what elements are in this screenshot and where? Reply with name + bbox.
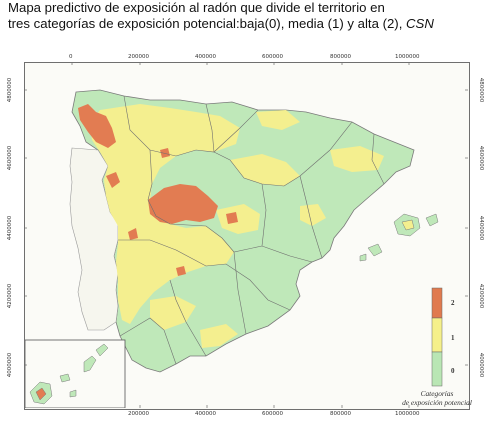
x-tick-bottom-5: 1000000 bbox=[395, 411, 420, 417]
x-tick-top-5: 1000000 bbox=[395, 54, 420, 60]
x-tick-top-3: 600000 bbox=[262, 54, 283, 60]
x-tick-top-2: 400000 bbox=[195, 54, 216, 60]
legend-label-0: 0 bbox=[451, 367, 455, 375]
caption-source: CSN bbox=[406, 16, 434, 31]
caption-line-1: Mapa predictivo de exposición al radón q… bbox=[8, 0, 385, 15]
medium-exposure-zones bbox=[90, 104, 384, 348]
province-boundaries bbox=[118, 95, 385, 365]
x-tick-top-4: 800000 bbox=[330, 54, 351, 60]
caption-line-2: tres categorías de exposición potencial:… bbox=[8, 16, 488, 32]
y-tick-left-0: 4800000 bbox=[7, 77, 13, 103]
y-tick-right-3: 4200000 bbox=[478, 283, 484, 309]
legend-title-line-1: Categorías bbox=[420, 389, 454, 398]
legend-level-1 bbox=[431, 317, 443, 353]
caption-line-2-text: tres categorías de exposición potencial:… bbox=[8, 16, 407, 31]
x-tick-bottom-2: 400000 bbox=[195, 411, 216, 417]
y-tick-left-1: 4600000 bbox=[7, 145, 13, 171]
y-tick-right-2: 4400000 bbox=[478, 215, 484, 241]
y-tick-left-3: 4200000 bbox=[7, 283, 13, 309]
y-tick-right-4: 4000000 bbox=[478, 352, 484, 378]
x-tick-bottom-1: 200000 bbox=[128, 411, 149, 417]
y-tick-left-2: 4400000 bbox=[7, 215, 13, 241]
map-caption: Mapa predictivo de exposición al radón q… bbox=[8, 0, 488, 32]
legend-level-0 bbox=[431, 351, 443, 387]
legend-label-2: 2 bbox=[451, 299, 455, 307]
legend-color-bar bbox=[431, 287, 443, 387]
high-exposure-zones bbox=[78, 104, 238, 276]
canary-islands bbox=[29, 343, 109, 405]
y-tick-right-1: 4600000 bbox=[478, 145, 484, 171]
x-tick-bottom-4: 800000 bbox=[330, 411, 351, 417]
axis-tick-marks bbox=[25, 63, 468, 408]
x-tick-top-0: 0 bbox=[69, 54, 73, 60]
legend-title-line-2: de exposición potencial bbox=[402, 398, 472, 407]
portugal-area bbox=[69, 147, 119, 331]
balearic-islands bbox=[359, 213, 439, 262]
x-tick-top-1: 200000 bbox=[128, 54, 149, 60]
y-tick-left-4: 4000000 bbox=[7, 352, 13, 378]
x-tick-bottom-3: 600000 bbox=[262, 411, 283, 417]
legend-level-2 bbox=[431, 287, 443, 319]
y-tick-right-0: 4800000 bbox=[478, 77, 484, 103]
legend-label-1: 1 bbox=[451, 334, 455, 342]
legend-title: Categorías de exposición potencial bbox=[392, 389, 482, 407]
